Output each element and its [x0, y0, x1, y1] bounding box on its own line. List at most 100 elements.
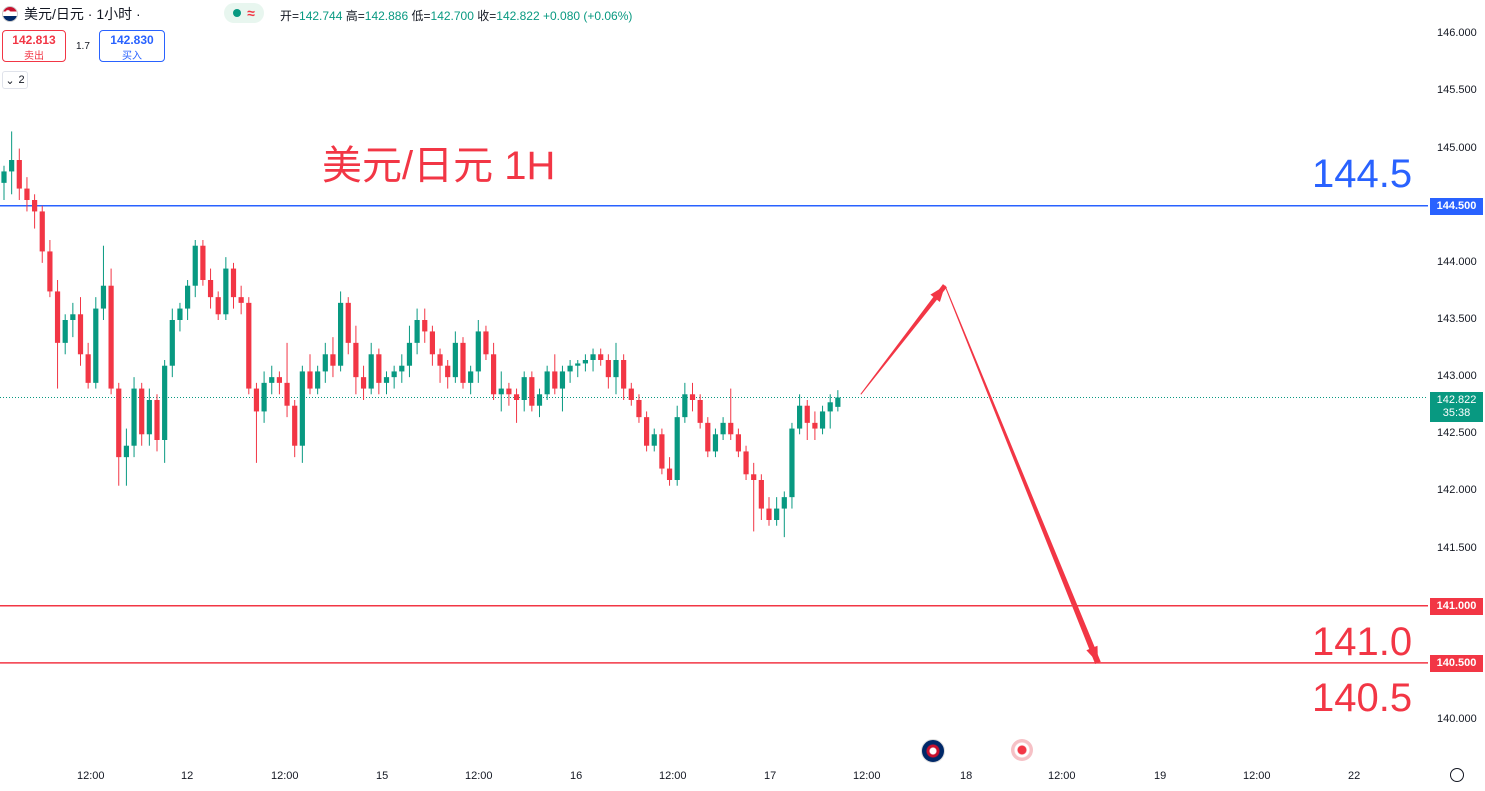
candle-body — [185, 285, 191, 309]
candle-body — [621, 360, 627, 389]
time-tick: 18 — [960, 770, 973, 782]
candle-body — [529, 377, 535, 406]
open-label: 开= — [280, 9, 300, 23]
candle-body — [835, 397, 841, 407]
price-tick: 143.000 — [1437, 370, 1477, 383]
candle-body — [491, 354, 497, 395]
time-tick: 22 — [1348, 770, 1361, 782]
candle-body — [322, 354, 328, 372]
candle-body — [1, 171, 7, 183]
wave-icon: ≈ — [247, 5, 255, 21]
us-flag-icon — [2, 6, 18, 22]
candle-body — [682, 394, 688, 418]
candle-body — [39, 211, 45, 252]
collapse-indicators-button[interactable]: ⌄ 2 — [2, 71, 28, 89]
candle-body — [154, 400, 160, 440]
candle-body — [689, 394, 696, 400]
candle-body — [146, 400, 152, 435]
buy-button[interactable]: 142.830 买入 — [99, 30, 165, 62]
annotation-level-top[interactable]: 144.5 — [1312, 152, 1413, 196]
candle-body — [292, 405, 298, 446]
candle-body — [697, 400, 703, 423]
candle-body — [16, 160, 22, 189]
candle-body — [797, 405, 803, 429]
candle-body — [246, 302, 252, 389]
candle-body — [315, 371, 321, 389]
time-tick: 12 — [181, 770, 194, 782]
high-value: 142.886 — [364, 9, 409, 23]
candle-body — [406, 342, 413, 366]
time-tick: 17 — [764, 770, 777, 782]
level-price-tag: 141.000 — [1430, 597, 1483, 615]
candle-body — [498, 388, 504, 395]
chevron-down-icon: ⌄ — [5, 74, 15, 87]
candle-body — [452, 342, 458, 378]
candle-body — [307, 371, 313, 389]
candle-body — [131, 388, 137, 446]
candle-body — [659, 434, 665, 469]
market-status-pill[interactable]: ≈ — [224, 3, 264, 23]
candle-body — [368, 354, 374, 389]
annotation-level-mid[interactable]: 141.0 — [1312, 620, 1413, 664]
candle-body — [399, 365, 405, 372]
candle-body — [513, 394, 520, 400]
candle-body — [812, 422, 818, 429]
price-tick: 141.500 — [1437, 541, 1477, 554]
candle-body — [299, 371, 305, 446]
candle-body — [758, 480, 764, 509]
candle-body — [200, 245, 206, 280]
symbol-title[interactable]: 美元/日元 · 1小时 · — [24, 6, 141, 22]
projection-segment[interactable] — [860, 284, 947, 395]
close-value: 142.822 — [496, 9, 540, 23]
candle-body — [422, 320, 428, 332]
candle-body — [77, 314, 84, 355]
candle-body — [605, 360, 611, 378]
candle-body — [827, 402, 833, 412]
sell-label: 卖出 — [24, 51, 44, 62]
chart-annotation-title[interactable]: 美元/日元 1H — [322, 144, 556, 188]
candle-body — [345, 302, 351, 343]
low-label: 低= — [411, 9, 431, 23]
candle-body — [582, 360, 588, 364]
candle-body — [720, 422, 726, 435]
arrow-head — [1086, 645, 1098, 663]
settings-icon[interactable] — [1450, 768, 1464, 782]
candle-body — [47, 251, 53, 292]
candle-body — [230, 268, 237, 298]
candle-body — [789, 428, 795, 498]
bar-countdown: 35:38 — [1442, 407, 1471, 419]
candle-body — [674, 417, 680, 480]
candle-body — [162, 365, 168, 440]
candle-body — [468, 371, 474, 383]
annotation-level-low[interactable]: 140.5 — [1312, 676, 1413, 720]
candle-body — [215, 297, 221, 315]
open-value: 142.744 — [299, 9, 343, 23]
candle-body — [223, 268, 229, 315]
candle-body — [559, 371, 566, 389]
projection-segment[interactable] — [944, 285, 1101, 664]
sell-button[interactable]: 142.813 卖出 — [2, 30, 66, 62]
spread-value: 1.7 — [76, 41, 90, 52]
candle-body — [636, 400, 642, 418]
candle-body — [598, 354, 604, 360]
candle-body — [536, 394, 543, 406]
candle-body — [261, 382, 267, 412]
time-tick: 19 — [1154, 770, 1167, 782]
us-event-icon[interactable] — [921, 739, 945, 763]
candle-body — [177, 308, 183, 320]
candle-body — [728, 422, 734, 435]
price-tick: 142.500 — [1437, 427, 1477, 440]
candle-body — [253, 388, 260, 412]
candle-body — [475, 331, 481, 372]
time-tick: 12:00 — [659, 770, 687, 782]
candle-body — [712, 434, 719, 452]
current-price-tag: 142.822 35:38 — [1430, 392, 1483, 422]
event-marker-icon[interactable] — [1011, 739, 1033, 761]
time-tick: 12:00 — [77, 770, 105, 782]
buy-label: 买入 — [122, 51, 142, 62]
candle-body — [116, 388, 122, 458]
candle-body — [207, 280, 214, 298]
price-tick: 144.000 — [1437, 255, 1477, 268]
candle-body — [284, 382, 290, 406]
